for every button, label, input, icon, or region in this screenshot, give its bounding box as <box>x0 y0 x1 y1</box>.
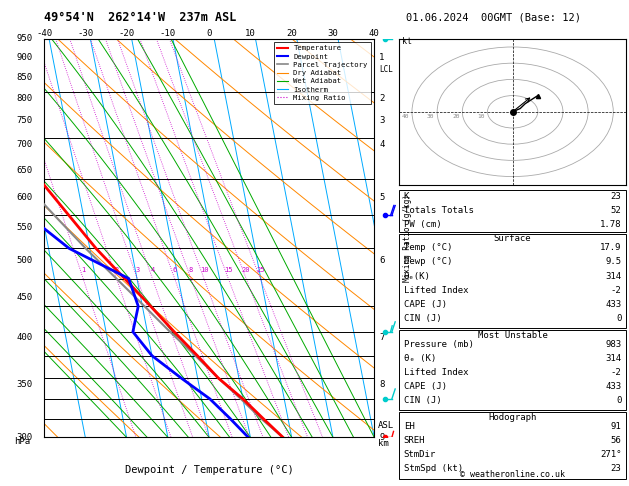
Text: CIN (J): CIN (J) <box>404 396 442 405</box>
Text: 10: 10 <box>199 266 208 273</box>
Text: 314: 314 <box>605 354 621 363</box>
Text: 5: 5 <box>379 193 384 202</box>
Text: 17.9: 17.9 <box>600 243 621 252</box>
Text: 3: 3 <box>379 116 384 125</box>
Text: 40: 40 <box>369 29 380 38</box>
Text: 10: 10 <box>477 114 485 119</box>
Text: 91: 91 <box>611 422 621 431</box>
Text: 0: 0 <box>616 396 621 405</box>
Text: Dewp (°C): Dewp (°C) <box>404 258 452 266</box>
Text: 950: 950 <box>16 35 33 43</box>
Text: 850: 850 <box>16 73 33 82</box>
Text: Pressure (mb): Pressure (mb) <box>404 340 474 349</box>
Text: 15: 15 <box>224 266 233 273</box>
Text: kt: kt <box>402 37 412 46</box>
Text: 4: 4 <box>379 140 384 149</box>
Text: CAPE (J): CAPE (J) <box>404 300 447 309</box>
Text: 2: 2 <box>114 266 119 273</box>
Text: Totals Totals: Totals Totals <box>404 206 474 215</box>
Text: Mixing Ratio (g/kg): Mixing Ratio (g/kg) <box>403 194 412 282</box>
Text: 271°: 271° <box>600 450 621 459</box>
Text: StmDir: StmDir <box>404 450 436 459</box>
Text: 700: 700 <box>16 140 33 149</box>
Text: Lifted Index: Lifted Index <box>404 286 469 295</box>
Text: 20: 20 <box>452 114 460 119</box>
Text: 3: 3 <box>135 266 139 273</box>
Text: -30: -30 <box>77 29 93 38</box>
Text: 9: 9 <box>379 433 384 442</box>
Text: 433: 433 <box>605 300 621 309</box>
Text: 1: 1 <box>81 266 85 273</box>
Text: θₑ(K): θₑ(K) <box>404 272 431 280</box>
Text: 600: 600 <box>16 193 33 202</box>
Text: 400: 400 <box>16 333 33 343</box>
Text: 650: 650 <box>16 166 33 174</box>
Text: 750: 750 <box>16 116 33 125</box>
Text: 983: 983 <box>605 340 621 349</box>
Text: 900: 900 <box>16 53 33 62</box>
Text: 1: 1 <box>379 53 384 62</box>
Text: hPa: hPa <box>14 437 31 447</box>
Text: SREH: SREH <box>404 436 425 445</box>
Text: Most Unstable: Most Unstable <box>477 330 548 340</box>
Text: 0: 0 <box>616 314 621 323</box>
Text: PW (cm): PW (cm) <box>404 220 442 229</box>
Text: 01.06.2024  00GMT (Base: 12): 01.06.2024 00GMT (Base: 12) <box>406 12 581 22</box>
Text: 314: 314 <box>605 272 621 280</box>
Text: 56: 56 <box>611 436 621 445</box>
Text: 20: 20 <box>242 266 250 273</box>
Text: © weatheronline.co.uk: © weatheronline.co.uk <box>460 470 565 479</box>
Text: 4: 4 <box>150 266 155 273</box>
Text: Hodograph: Hodograph <box>489 413 537 422</box>
Text: 10: 10 <box>245 29 256 38</box>
Text: -2: -2 <box>611 286 621 295</box>
Text: 1.78: 1.78 <box>600 220 621 229</box>
Text: -20: -20 <box>118 29 135 38</box>
Text: K: K <box>404 192 409 201</box>
Text: 20: 20 <box>286 29 297 38</box>
Text: θₑ (K): θₑ (K) <box>404 354 436 363</box>
Text: StmSpd (kt): StmSpd (kt) <box>404 464 463 473</box>
Text: 450: 450 <box>16 293 33 302</box>
Text: 550: 550 <box>16 224 33 232</box>
Text: Dewpoint / Temperature (°C): Dewpoint / Temperature (°C) <box>125 465 294 475</box>
Text: -10: -10 <box>160 29 176 38</box>
Text: 23: 23 <box>611 192 621 201</box>
Text: 350: 350 <box>16 380 33 389</box>
Text: EH: EH <box>404 422 415 431</box>
Text: -40: -40 <box>36 29 52 38</box>
Text: 500: 500 <box>16 256 33 265</box>
Text: Lifted Index: Lifted Index <box>404 368 469 377</box>
Text: 49°54'N  262°14'W  237m ASL: 49°54'N 262°14'W 237m ASL <box>44 11 237 23</box>
Text: -2: -2 <box>611 368 621 377</box>
Text: 8: 8 <box>379 380 384 389</box>
Text: 30: 30 <box>328 29 338 38</box>
Text: CAPE (J): CAPE (J) <box>404 382 447 391</box>
Text: Surface: Surface <box>494 234 532 243</box>
Text: 0: 0 <box>206 29 212 38</box>
Text: 2: 2 <box>379 94 384 103</box>
Text: 800: 800 <box>16 94 33 103</box>
Text: 7: 7 <box>379 333 384 343</box>
Text: Temp (°C): Temp (°C) <box>404 243 452 252</box>
Text: 40: 40 <box>402 114 409 119</box>
Text: 52: 52 <box>611 206 621 215</box>
Text: 8: 8 <box>189 266 193 273</box>
Text: 6: 6 <box>379 256 384 265</box>
Text: 433: 433 <box>605 382 621 391</box>
Text: ASL: ASL <box>377 421 394 431</box>
Text: 23: 23 <box>611 464 621 473</box>
Text: 9.5: 9.5 <box>605 258 621 266</box>
Text: CIN (J): CIN (J) <box>404 314 442 323</box>
Text: LCL: LCL <box>379 65 393 74</box>
Text: 300: 300 <box>16 433 33 442</box>
Text: km: km <box>377 439 388 449</box>
Legend: Temperature, Dewpoint, Parcel Trajectory, Dry Adiabat, Wet Adiabat, Isotherm, Mi: Temperature, Dewpoint, Parcel Trajectory… <box>274 42 370 104</box>
Text: 30: 30 <box>427 114 435 119</box>
Text: 25: 25 <box>256 266 265 273</box>
Text: 6: 6 <box>172 266 177 273</box>
